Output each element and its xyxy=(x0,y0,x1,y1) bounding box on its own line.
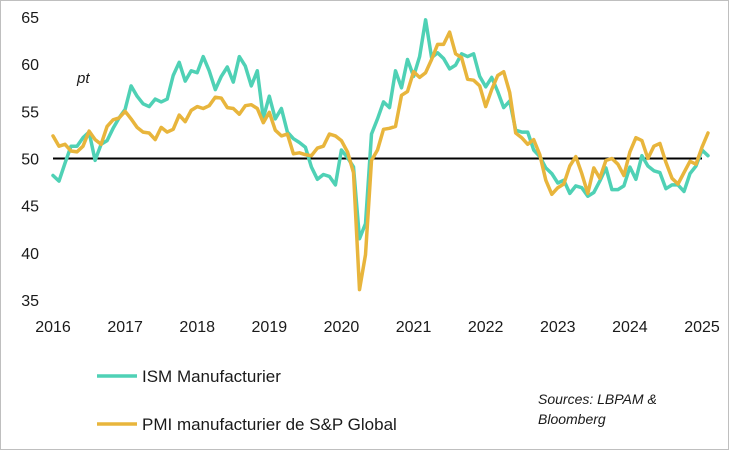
y-tick-label: 45 xyxy=(21,199,39,216)
series-line-ism xyxy=(51,18,710,241)
legend-label-pmi: PMI manufacturier de S&P Global xyxy=(142,415,397,434)
sources-line-1: Sources: LBPAM & xyxy=(538,391,657,407)
x-tick-label: 2022 xyxy=(468,319,504,336)
y-tick-label: 65 xyxy=(21,10,39,27)
y-tick-label: 40 xyxy=(21,246,39,263)
sources-note: Sources: LBPAM & Bloomberg xyxy=(538,391,657,427)
legend-label-ism: ISM Manufacturier xyxy=(142,367,281,386)
x-tick-label: 2019 xyxy=(252,319,288,336)
y-tick-label: 60 xyxy=(21,57,39,74)
x-tick-label: 2023 xyxy=(540,319,576,336)
legend: ISM Manufacturier PMI manufacturier de S… xyxy=(97,367,397,434)
series-layer xyxy=(51,18,710,292)
x-tick-label: 2025 xyxy=(684,319,720,336)
x-tick-label: 2021 xyxy=(396,319,432,336)
x-tick-label: 2018 xyxy=(179,319,215,336)
unit-label: pt xyxy=(76,70,90,87)
sources-line-2: Bloomberg xyxy=(538,411,606,427)
x-tick-label: 2017 xyxy=(107,319,143,336)
y-tick-label: 35 xyxy=(21,293,39,310)
series-line-pmi xyxy=(51,30,710,292)
x-axis: 2016 2017 2018 2019 2020 2021 2022 2023 2024 2025 xyxy=(35,319,720,336)
y-tick-label: 50 xyxy=(21,152,39,169)
legend-item-ism: ISM Manufacturier xyxy=(97,367,281,386)
y-axis: 35 40 45 50 55 60 65 xyxy=(21,10,39,310)
x-tick-label: 2016 xyxy=(35,319,71,336)
x-tick-label: 2024 xyxy=(612,319,648,336)
x-tick-label: 2020 xyxy=(324,319,360,336)
y-tick-label: 55 xyxy=(21,104,39,121)
legend-item-pmi: PMI manufacturier de S&P Global xyxy=(97,415,397,434)
